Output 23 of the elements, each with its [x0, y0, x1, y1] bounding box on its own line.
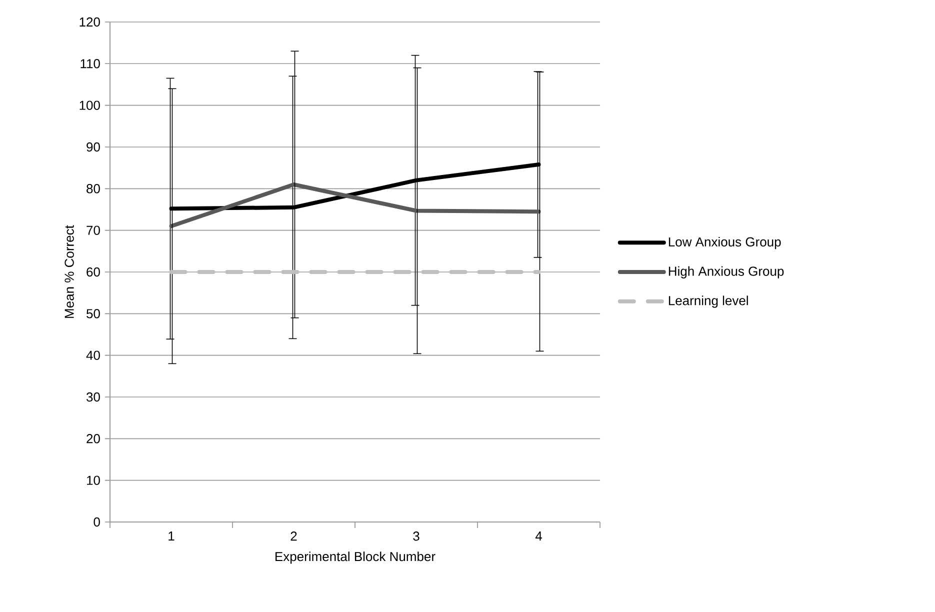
- y-tick-label: 50: [86, 309, 100, 318]
- y-tick-label: 100: [80, 100, 100, 110]
- y-tick-label: 10: [86, 476, 100, 485]
- y-tick-label: 70: [86, 226, 100, 235]
- x-tick-label: 2: [290, 532, 297, 541]
- y-tick-label: 120: [80, 17, 100, 27]
- y-tick-label: 80: [86, 184, 100, 194]
- y-tick-label: 110: [80, 59, 100, 68]
- y-tick-label: 60: [86, 267, 100, 277]
- y-axis-title: Mean % Correct: [64, 225, 74, 318]
- x-tick-label: 3: [413, 532, 420, 541]
- y-tick-label: 40: [86, 350, 100, 360]
- y-tick-label: 30: [86, 392, 100, 402]
- y-tick-label: 90: [86, 142, 100, 152]
- legend-label: High Anxious Group: [668, 266, 784, 278]
- line-series: [169, 182, 541, 228]
- y-tick-label: 0: [94, 517, 100, 527]
- legend-label: Learning level: [668, 296, 748, 308]
- y-tick-label: 20: [86, 434, 100, 444]
- x-axis-title: Experimental Block Number: [276, 552, 436, 564]
- x-tick-label: 1: [168, 532, 174, 540]
- legend-label: Low Anxious Group: [668, 236, 781, 250]
- x-tick-label: 4: [535, 532, 542, 540]
